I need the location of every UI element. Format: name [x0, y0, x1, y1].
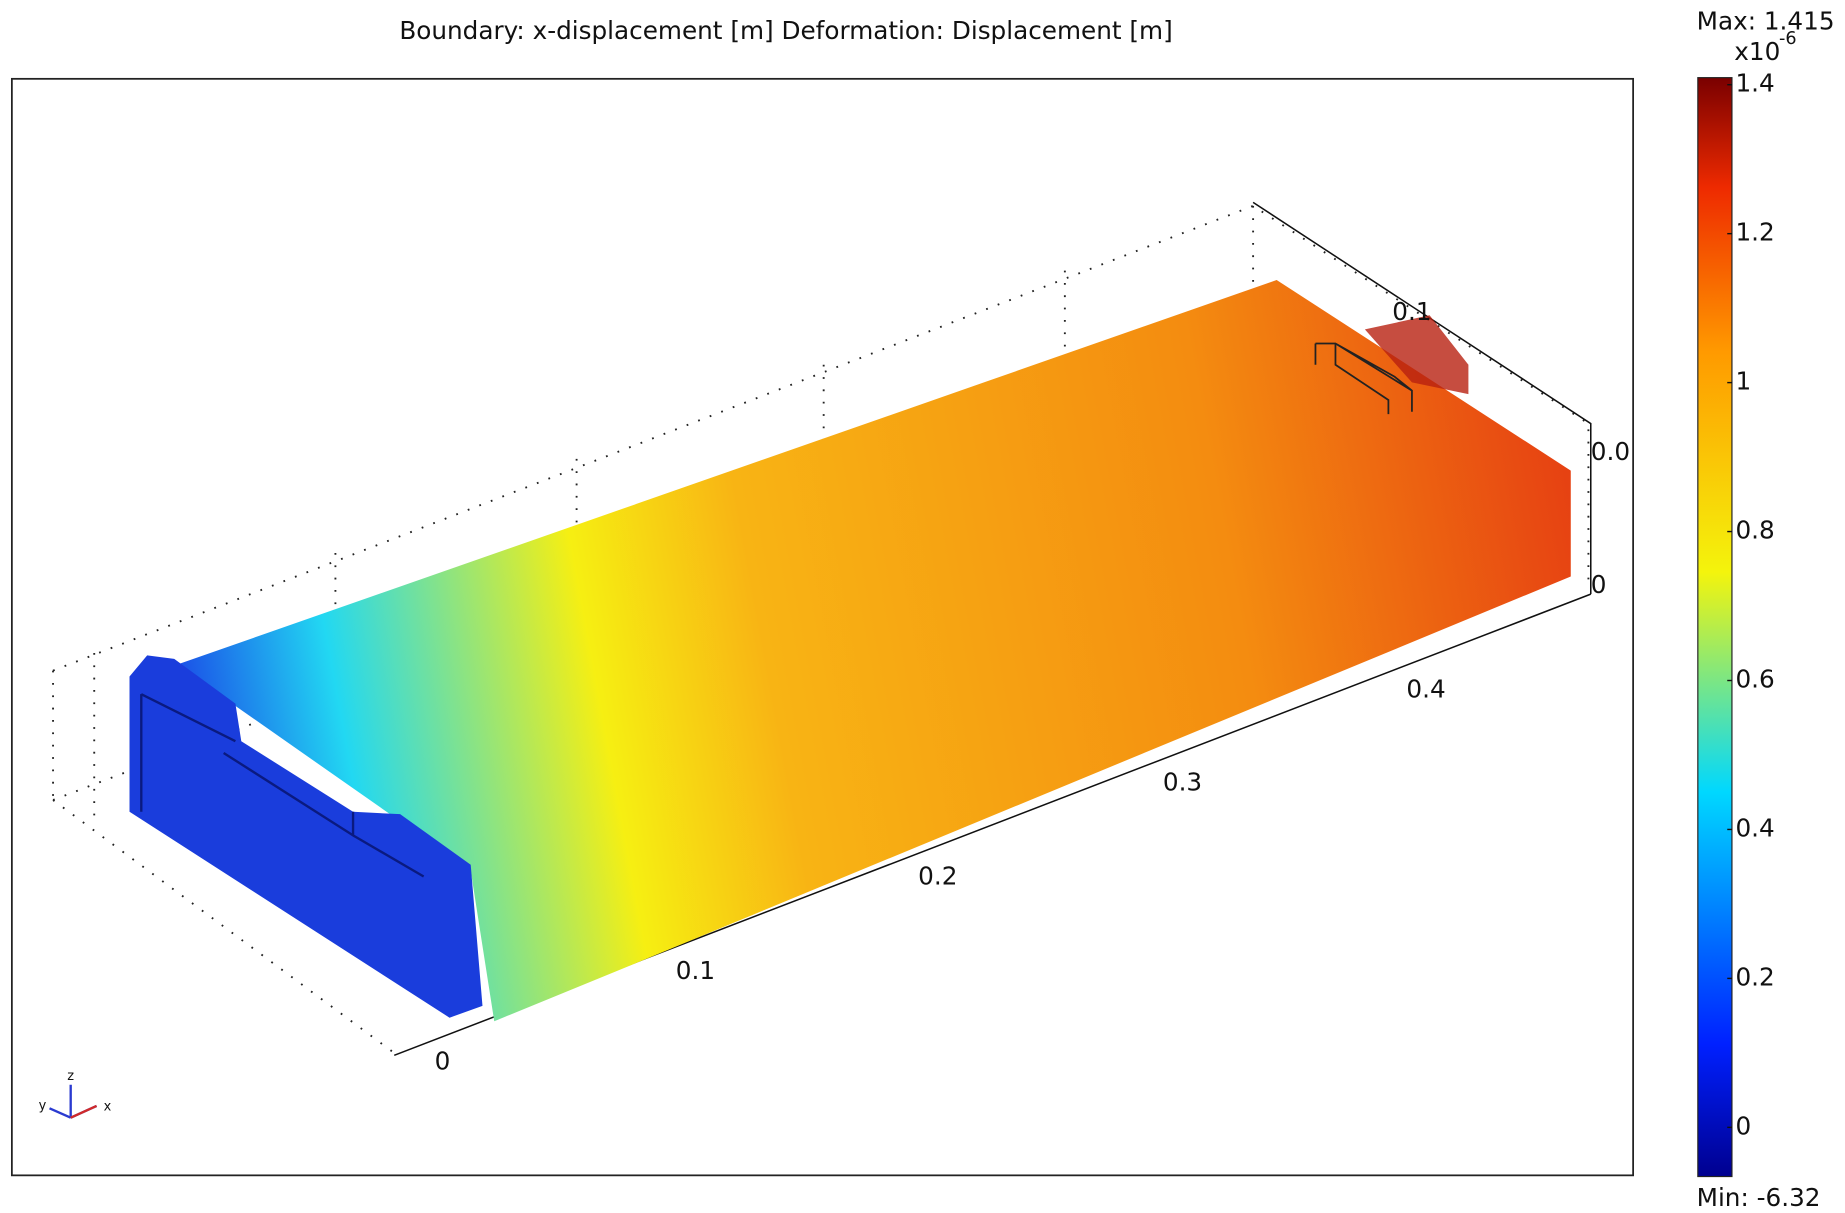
colorbar-tick-label: 1.2: [1735, 218, 1774, 247]
colorbar-tick-label: 0.8: [1735, 516, 1774, 545]
z-tick-label: 0.0: [1591, 437, 1630, 466]
z-tick-label: 0: [1591, 570, 1607, 599]
plot-title: Boundary: x-displacement [m] Deformation…: [399, 16, 1172, 45]
colorbar-tick-label: 1.4: [1735, 69, 1774, 98]
colorbar-tick-label: 0.6: [1735, 665, 1774, 694]
x-tick-label: 0.1: [676, 956, 715, 985]
triad-z: z: [67, 1069, 74, 1084]
colorbar-exponent-base: x10: [1734, 37, 1780, 66]
colorbar-max: Max: 1.415: [1697, 6, 1835, 35]
x-tick-label: 0.3: [1163, 768, 1202, 797]
x-tick-label: 0: [435, 1046, 451, 1075]
colorbar-tick-label: 0.4: [1735, 813, 1774, 842]
plot-window: Boundary: x-displacement [m] Deformation…: [0, 0, 1845, 1213]
colorbar-scale: [1698, 78, 1732, 1177]
triad-x: x: [104, 1100, 112, 1115]
colorbar-tick-label: 1: [1735, 367, 1751, 396]
y-tick-label: 0.1: [1392, 297, 1431, 326]
colorbar-tick-label: 0.2: [1735, 962, 1774, 991]
colorbar-min: Min: -6.32: [1697, 1183, 1821, 1212]
x-tick-label: 0.2: [918, 862, 957, 891]
x-tick-label: 0.4: [1406, 675, 1445, 704]
triad-y: y: [39, 1098, 47, 1113]
colorbar-exponent-power: -6: [1779, 29, 1797, 49]
colorbar-tick-label: 0: [1735, 1111, 1751, 1140]
